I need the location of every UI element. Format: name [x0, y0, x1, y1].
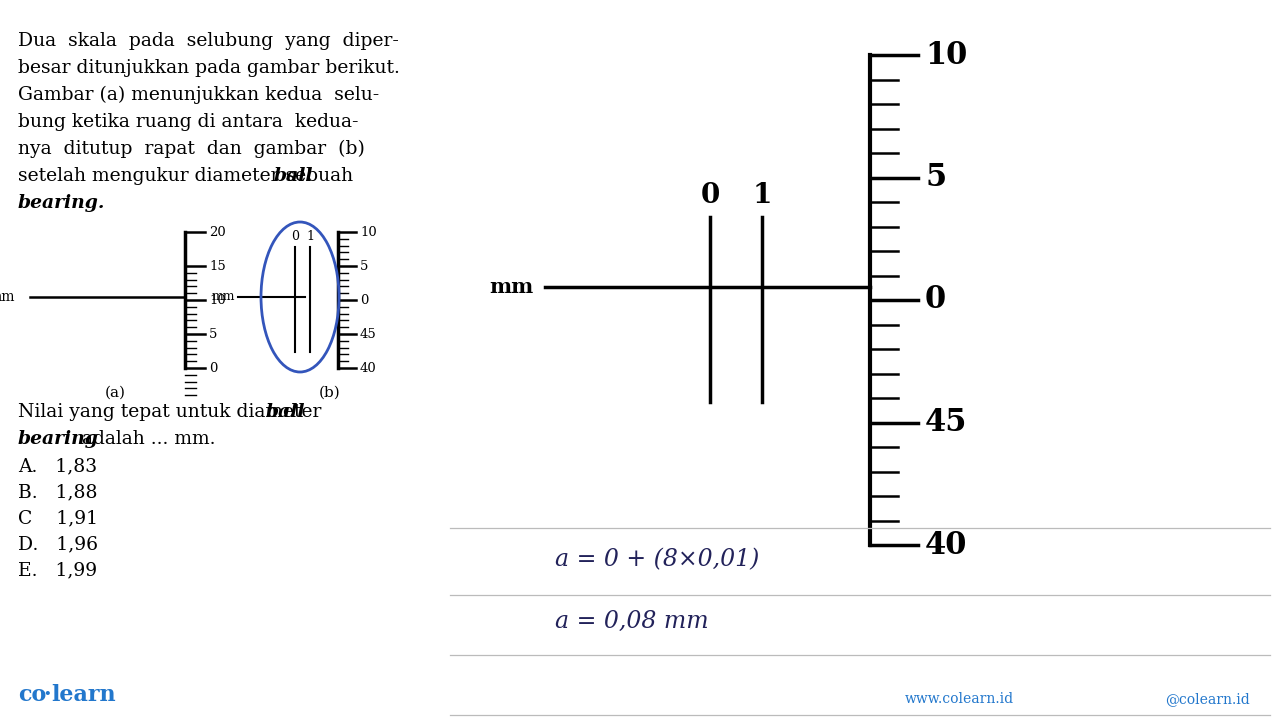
Text: 10: 10	[209, 294, 225, 307]
Text: 20: 20	[209, 225, 225, 238]
Text: 0: 0	[291, 230, 300, 243]
Text: C    1,91: C 1,91	[18, 509, 99, 527]
Text: 45: 45	[925, 407, 968, 438]
Text: bearing: bearing	[18, 430, 99, 448]
Text: 0: 0	[360, 294, 369, 307]
Text: nya  ditutup  rapat  dan  gambar  (b): nya ditutup rapat dan gambar (b)	[18, 140, 365, 158]
Text: 40: 40	[360, 361, 376, 374]
Text: Nilai yang tepat untuk diameter: Nilai yang tepat untuk diameter	[18, 403, 328, 421]
Text: A.   1,83: A. 1,83	[18, 457, 97, 475]
Text: ball: ball	[274, 167, 314, 185]
Text: D.   1,96: D. 1,96	[18, 535, 99, 553]
Text: bung ketika ruang di antara  kedua-: bung ketika ruang di antara kedua-	[18, 113, 358, 131]
Text: (b): (b)	[319, 386, 340, 400]
Text: adalah ... mm.: adalah ... mm.	[76, 430, 215, 448]
Text: mm: mm	[0, 290, 15, 304]
Text: 5: 5	[925, 162, 946, 193]
Text: learn: learn	[51, 684, 115, 706]
Text: a = 0 + (8×0,01): a = 0 + (8×0,01)	[556, 548, 759, 571]
Text: Gambar (a) menunjukkan kedua  selu-: Gambar (a) menunjukkan kedua selu-	[18, 86, 379, 104]
Text: 0: 0	[700, 182, 719, 209]
Text: bearing.: bearing.	[18, 194, 105, 212]
Text: 1: 1	[753, 182, 772, 209]
Text: 5: 5	[360, 259, 369, 272]
Text: 5: 5	[209, 328, 218, 341]
Text: 45: 45	[360, 328, 376, 341]
Text: besar ditunjukkan pada gambar berikut.: besar ditunjukkan pada gambar berikut.	[18, 59, 399, 77]
Text: co: co	[18, 684, 46, 706]
Text: B.   1,88: B. 1,88	[18, 483, 97, 501]
Text: @colearn.id: @colearn.id	[1165, 692, 1249, 706]
Text: mm: mm	[211, 290, 236, 304]
Text: 40: 40	[925, 529, 968, 560]
Text: ball: ball	[266, 403, 306, 421]
Text: 1: 1	[306, 230, 314, 243]
Text: a = 0,08 mm: a = 0,08 mm	[556, 610, 709, 633]
Text: 0: 0	[209, 361, 218, 374]
Text: mm: mm	[489, 277, 532, 297]
Text: ·: ·	[44, 684, 51, 706]
Text: (a): (a)	[105, 386, 125, 400]
Text: 10: 10	[925, 40, 968, 71]
Text: 15: 15	[209, 259, 225, 272]
Text: 10: 10	[360, 225, 376, 238]
Text: setelah mengukur diameter sebuah: setelah mengukur diameter sebuah	[18, 167, 360, 185]
Text: E.   1,99: E. 1,99	[18, 561, 97, 579]
Text: www.colearn.id: www.colearn.id	[905, 692, 1014, 706]
Text: Dua  skala  pada  selubung  yang  diper-: Dua skala pada selubung yang diper-	[18, 32, 399, 50]
Text: 0: 0	[925, 284, 946, 315]
